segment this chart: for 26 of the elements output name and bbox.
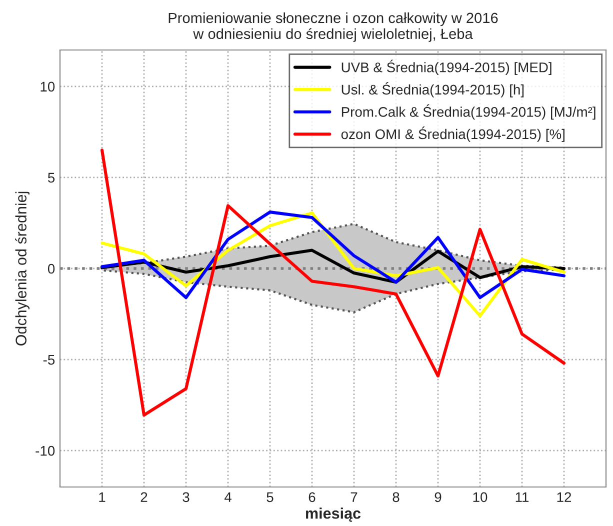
y-axis-title: Odchylenia od średniej (15, 192, 30, 346)
x-tick-label: 8 (392, 492, 400, 502)
x-tick-label: 4 (224, 492, 232, 502)
line-series (100, 210, 566, 300)
x-tick-label: 1 (99, 492, 106, 502)
x-tick-label: 10 (473, 492, 488, 502)
x-axis-title: miesiąc (306, 508, 361, 522)
x-tick-label: 9 (434, 492, 442, 502)
y-tick-label: 5 (48, 172, 55, 183)
legend-label: ozon OMI & Średnia(1994-2015) [%] (341, 126, 564, 142)
legend-label: Prom.Calk & Średnia(1994-2015) [MJ/m²] (342, 104, 596, 120)
x-tick-label: 6 (308, 492, 316, 502)
y-tick-label: 10 (40, 82, 55, 92)
legend-label: Usl. & Średnia(1994-2015) [h] (342, 82, 524, 98)
y-tick-label: -10 (36, 446, 55, 456)
x-tick-label: 5 (266, 492, 274, 502)
x-tick-label: 7 (350, 492, 358, 502)
x-tick-label: 2 (140, 492, 148, 502)
x-tick-label: 11 (516, 492, 529, 502)
y-tick-label: -5 (43, 355, 55, 365)
chart-title: Promieniowanie słoneczne i ozon całkowity w 2016 w odniesieniu do średniej wieloletniej, Łeba (168, 12, 498, 42)
y-tick-label: 0 (48, 264, 55, 274)
x-tick-label: 12 (557, 492, 572, 502)
x-tick-label: 3 (182, 492, 190, 502)
line-series (100, 148, 566, 417)
legend-label: UVB & Średnia(1994-2015) [MED] (342, 60, 552, 76)
